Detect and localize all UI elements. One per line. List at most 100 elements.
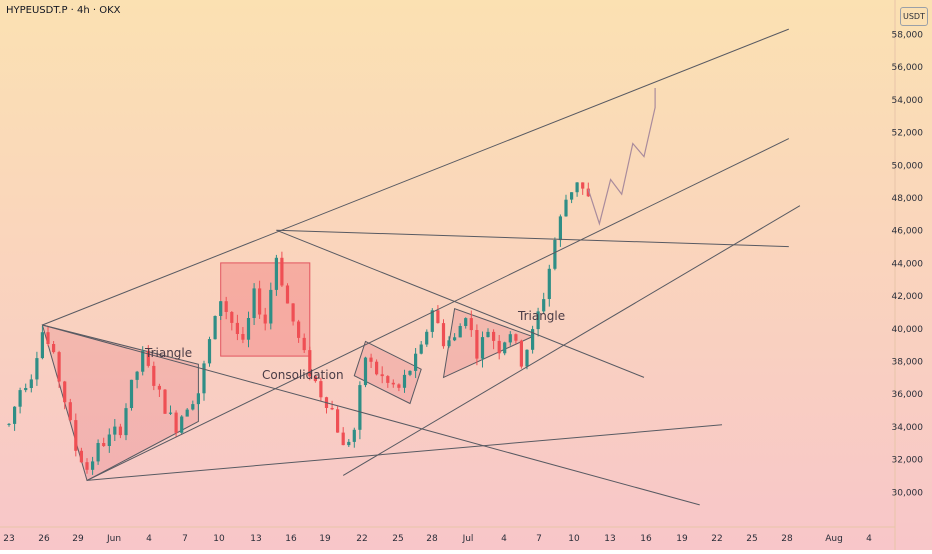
candle-body [185, 409, 189, 417]
y-tick-label: 46,000 [892, 227, 924, 237]
candle-body [102, 443, 106, 446]
price-axis: 30,000 32,000 34,000 36,000 38,000 40,000 42,0… [892, 31, 924, 499]
candle-body [52, 344, 56, 353]
x-tick-label: 19 [319, 534, 331, 544]
candle-body [258, 288, 262, 315]
x-tick-label: 28 [426, 534, 438, 544]
candle-body [213, 316, 217, 340]
candlestick-series [7, 182, 590, 475]
candle-body [586, 188, 590, 197]
candle-body [347, 441, 351, 446]
candle-body [414, 353, 418, 371]
candle-body [174, 412, 178, 433]
candle-body [152, 365, 156, 386]
x-tick-label: 26 [38, 534, 50, 544]
y-tick-label: 44,000 [892, 259, 924, 269]
candle-body [113, 426, 117, 435]
candle-body [35, 358, 39, 380]
x-tick-label: 13 [250, 534, 261, 544]
candle-body [436, 310, 440, 324]
candle-body [363, 357, 368, 386]
x-tick-label: 28 [781, 534, 793, 544]
candle-body [386, 376, 390, 383]
candle-body [330, 408, 334, 410]
candle-body [397, 384, 401, 388]
candle-body [280, 257, 284, 286]
candle-body [157, 385, 161, 390]
trendline-3 [342, 205, 801, 476]
candle-body [453, 337, 457, 341]
x-tick-label: 25 [392, 534, 403, 544]
candle-body [531, 329, 535, 350]
candle-body [408, 370, 412, 375]
candle-body [558, 216, 562, 241]
candle-body [96, 443, 100, 462]
annotations: Triangle Consolidation Triangle [144, 309, 565, 382]
x-tick-label: 4 [501, 534, 507, 544]
x-tick-label: 29 [72, 534, 84, 544]
x-tick-label: 7 [536, 534, 542, 544]
candle-body [464, 318, 468, 326]
candle-body [492, 331, 496, 341]
candle-body [246, 318, 251, 340]
y-tick-label: 54,000 [892, 96, 924, 106]
triangle-pattern-1 [41, 324, 199, 482]
candle-body [40, 332, 44, 359]
x-tick-label: 4 [866, 534, 872, 544]
candle-body [469, 318, 473, 331]
candle-body [525, 349, 529, 367]
trendline-2 [86, 138, 790, 481]
candle-body [291, 303, 295, 322]
y-tick-label: 52,000 [892, 129, 924, 139]
candle-body [341, 432, 345, 446]
candle-body [252, 288, 256, 318]
candle-body [536, 311, 540, 330]
candle-body [430, 310, 434, 332]
x-tick-label: 22 [356, 534, 367, 544]
candle-body [196, 393, 200, 405]
candle-body [191, 404, 195, 410]
projection-path [587, 88, 656, 226]
candle-body [480, 337, 485, 359]
candle-body [547, 268, 551, 299]
x-tick-label: 10 [213, 534, 225, 544]
trendline-5 [42, 324, 700, 506]
x-tick-label: 19 [676, 534, 688, 544]
candle-body [63, 381, 67, 403]
candle-body [29, 379, 33, 388]
x-tick-label: Jul [462, 534, 474, 544]
candle-body [207, 339, 212, 364]
candle-body [419, 344, 423, 354]
candle-body [542, 299, 546, 312]
candle-body [219, 301, 223, 316]
x-tick-label: 22 [711, 534, 722, 544]
candle-body [230, 312, 234, 323]
candle-body [163, 389, 167, 414]
candle-body [202, 363, 206, 394]
candle-body [107, 434, 111, 446]
x-tick-label: 16 [640, 534, 652, 544]
y-tick-label: 48,000 [892, 194, 924, 204]
candle-body [85, 462, 89, 470]
candle-body [68, 402, 72, 421]
y-tick-label: 30,000 [892, 488, 924, 498]
candle-body [575, 182, 579, 193]
candle-body [508, 334, 512, 343]
currency-badge[interactable]: USDT [900, 7, 928, 26]
candle-body [425, 331, 429, 345]
candle-body [581, 182, 585, 189]
candle-body [274, 257, 278, 290]
annotation-triangle-2: Triangle [517, 309, 565, 323]
candle-body [263, 314, 267, 324]
candle-body [297, 321, 301, 338]
trendline-1 [42, 28, 789, 326]
annotation-consolidation: Consolidation [262, 368, 344, 382]
candle-body [380, 374, 384, 377]
candle-body [74, 420, 78, 451]
candle-body [564, 199, 568, 217]
x-tick-label: 25 [746, 534, 757, 544]
symbol-title: HYPEUSDT.P · 4h · OKX [6, 5, 121, 16]
candle-body [302, 337, 306, 351]
